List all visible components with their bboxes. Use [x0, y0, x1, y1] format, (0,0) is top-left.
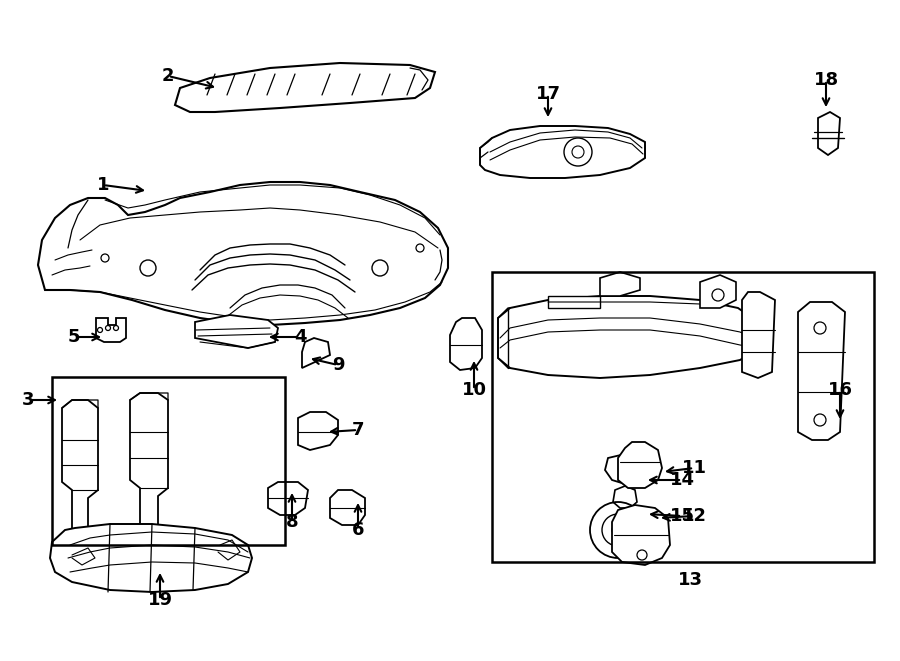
Polygon shape [605, 454, 645, 484]
Text: 15: 15 [670, 507, 695, 525]
Polygon shape [612, 505, 670, 565]
Polygon shape [613, 486, 637, 508]
Text: 14: 14 [670, 471, 695, 489]
Bar [52, 377, 285, 545]
Text: 16: 16 [827, 381, 852, 399]
Polygon shape [618, 442, 662, 488]
Polygon shape [62, 400, 98, 538]
Polygon shape [498, 296, 760, 378]
Polygon shape [798, 302, 845, 440]
Text: 8: 8 [285, 513, 298, 531]
Text: 18: 18 [814, 71, 839, 89]
Polygon shape [600, 272, 640, 296]
Polygon shape [298, 412, 338, 450]
Text: 7: 7 [352, 421, 365, 439]
Polygon shape [96, 318, 126, 342]
Polygon shape [50, 524, 252, 592]
Polygon shape [330, 490, 365, 525]
Polygon shape [742, 292, 775, 378]
Text: 11: 11 [681, 459, 706, 477]
Circle shape [612, 524, 624, 536]
Polygon shape [38, 182, 448, 325]
Text: 9: 9 [332, 356, 344, 374]
Text: 2: 2 [162, 67, 175, 85]
Polygon shape [268, 482, 308, 515]
Polygon shape [480, 126, 645, 178]
Text: 10: 10 [462, 381, 487, 399]
Text: 1: 1 [97, 176, 109, 194]
Text: 5: 5 [68, 328, 80, 346]
Polygon shape [700, 275, 736, 308]
Polygon shape [175, 63, 435, 112]
Bar [492, 272, 874, 562]
Polygon shape [450, 318, 482, 370]
Text: 12: 12 [681, 507, 706, 525]
Polygon shape [548, 296, 600, 308]
Text: 6: 6 [352, 521, 365, 539]
Polygon shape [818, 112, 840, 155]
Text: 4: 4 [293, 328, 306, 346]
Polygon shape [195, 315, 278, 348]
Text: 3: 3 [22, 391, 34, 409]
Text: 19: 19 [148, 591, 173, 609]
Text: 17: 17 [536, 85, 561, 103]
Polygon shape [130, 393, 168, 535]
Text: 13: 13 [678, 571, 703, 589]
Polygon shape [302, 338, 330, 368]
